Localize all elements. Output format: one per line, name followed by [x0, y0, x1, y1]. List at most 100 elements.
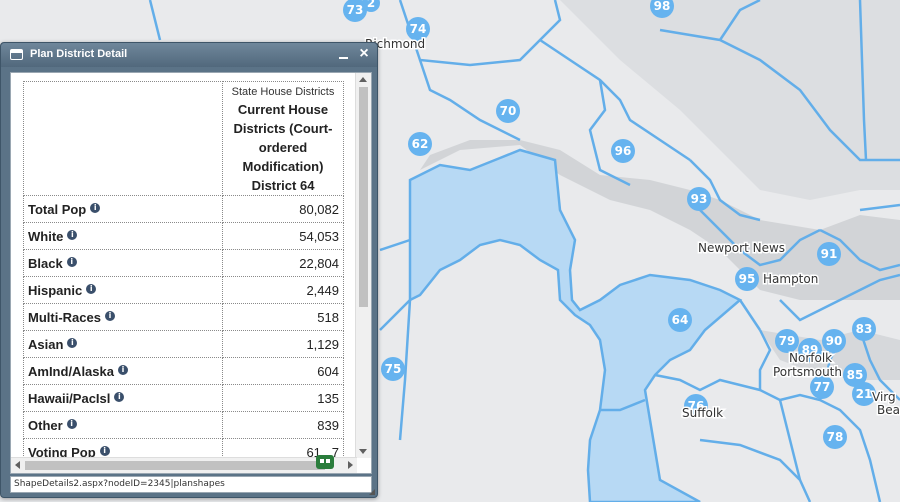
svg-text:75: 75 [385, 362, 402, 376]
row-label: Multi-Races [28, 309, 101, 325]
info-icon[interactable]: i [114, 391, 125, 402]
table-row: Other i 839 [23, 411, 344, 439]
place-richmond: Richmond [365, 37, 425, 51]
table-row: Hispanic i 2,449 [23, 276, 344, 304]
detail-table: State House Districts Current House Dist… [23, 81, 344, 466]
table-row: White i 54,053 [23, 222, 344, 250]
header-subtitle: State House Districts [231, 86, 335, 98]
row-value: 604 [222, 357, 344, 385]
district-badge-75[interactable]: 75 [381, 357, 405, 381]
info-icon[interactable]: i [66, 256, 77, 267]
bay-water [560, 0, 900, 200]
minimize-button[interactable] [338, 50, 349, 60]
row-label: Hawaii/PacIsl [28, 390, 111, 406]
vertical-scrollbar[interactable] [355, 73, 371, 458]
svg-text:64: 64 [672, 313, 689, 327]
vertical-scroll-thumb[interactable] [359, 87, 368, 307]
panel-titlebar[interactable]: Plan District Detail × [1, 43, 377, 67]
svg-text:73: 73 [347, 3, 364, 17]
district-badge-83[interactable]: 83 [852, 317, 876, 341]
place-newport-news: Newport News [698, 241, 785, 255]
info-icon[interactable]: i [90, 202, 101, 213]
district-badge-74[interactable]: 74 [406, 17, 430, 41]
robot-icon[interactable] [316, 455, 334, 469]
district-badge-91[interactable]: 91 [817, 242, 841, 266]
info-icon[interactable]: i [67, 337, 78, 348]
place-bea: Bea [877, 403, 900, 417]
district-badge-76[interactable]: 76 [684, 394, 708, 418]
header-cell: State House Districts Current House Dist… [222, 81, 344, 196]
district-badge-62[interactable]: 62 [408, 132, 432, 156]
table-row: Black i 22,804 [23, 249, 344, 277]
svg-text:2: 2 [367, 0, 375, 10]
svg-text:79: 79 [779, 334, 796, 348]
svg-text:93: 93 [691, 192, 708, 206]
svg-text:91: 91 [821, 247, 838, 261]
district-badge-85[interactable]: 85 [843, 363, 867, 387]
row-value: 22,804 [222, 249, 344, 277]
district-badges: 73 2 74 98 70 62 96 93 91 95 64 75 79 89… [343, 0, 876, 449]
info-icon[interactable]: i [99, 445, 110, 456]
place-norfolk: Norfolk [789, 351, 832, 365]
detail-table-wrap: State House Districts Current House Dist… [23, 81, 344, 466]
row-value: 518 [222, 303, 344, 331]
svg-text:21: 21 [856, 387, 873, 401]
status-url: ShapeDetails2.aspx?nodeID=2345|planshape… [14, 479, 225, 489]
table-row: Total Pop i 80,082 [23, 195, 344, 223]
district-badge-98[interactable]: 98 [650, 0, 674, 18]
info-icon[interactable]: i [117, 364, 128, 375]
svg-text:78: 78 [827, 430, 844, 444]
plan-district-detail-panel[interactable]: Plan District Detail × State House Distr… [0, 42, 378, 498]
svg-text:98: 98 [654, 0, 671, 13]
district-badge-90[interactable]: 90 [822, 329, 846, 353]
info-icon[interactable]: i [67, 229, 78, 240]
panel-content[interactable]: State House Districts Current House Dist… [10, 72, 372, 474]
svg-text:96: 96 [615, 144, 632, 158]
row-label: Other [28, 417, 63, 433]
row-value: 135 [222, 384, 344, 412]
scroll-down-arrow-icon[interactable] [359, 449, 367, 454]
place-portsmouth: Portsmouth [773, 365, 842, 379]
row-value: 839 [222, 411, 344, 439]
scroll-left-arrow-icon[interactable] [15, 461, 20, 469]
table-header-row: State House Districts Current House Dist… [23, 81, 344, 196]
table-row: Hawaii/PacIsl i 135 [23, 384, 344, 412]
district-badge-95[interactable]: 95 [735, 267, 759, 291]
svg-text:89: 89 [802, 343, 819, 357]
district-badge-2[interactable]: 2 [362, 0, 380, 12]
district-badge-70[interactable]: 70 [496, 99, 520, 123]
horizontal-scroll-thumb[interactable] [25, 461, 325, 470]
table-row: AmInd/Alaska i 604 [23, 357, 344, 385]
row-value: 80,082 [222, 195, 344, 223]
info-icon[interactable]: i [104, 310, 115, 321]
district-badge-77[interactable]: 77 [810, 375, 834, 399]
svg-text:90: 90 [826, 334, 843, 348]
district-badge-21[interactable]: 21 [852, 382, 876, 406]
scroll-right-arrow-icon[interactable] [348, 461, 353, 469]
resize-grip-icon[interactable] [369, 489, 375, 495]
district-badge-78[interactable]: 78 [823, 425, 847, 449]
row-value: 2,449 [222, 276, 344, 304]
close-button[interactable]: × [359, 45, 369, 62]
district-badge-93[interactable]: 93 [687, 187, 711, 211]
district-64-shape[interactable] [408, 148, 743, 502]
district-badge-73[interactable]: 73 [343, 0, 367, 22]
window-icon [10, 49, 23, 60]
district-badge-96[interactable]: 96 [611, 139, 635, 163]
row-label: Black [28, 255, 63, 271]
district-boundaries [148, 0, 900, 502]
district-badge-89[interactable]: 89 [798, 338, 822, 362]
horizontal-scrollbar[interactable] [11, 457, 357, 473]
row-label: Voting Pop [28, 444, 96, 460]
scroll-up-arrow-icon[interactable] [359, 77, 367, 82]
row-label: Asian [28, 336, 64, 352]
svg-text:85: 85 [847, 368, 864, 382]
info-icon[interactable]: i [66, 418, 77, 429]
place-virg: Virg [872, 390, 896, 404]
panel-title: Plan District Detail [30, 48, 128, 60]
district-badge-79[interactable]: 79 [775, 329, 799, 353]
district-badge-64[interactable]: 64 [668, 308, 692, 332]
info-icon[interactable]: i [86, 283, 97, 294]
header-title: Current House Districts (Court-ordered M… [233, 102, 333, 193]
svg-text:77: 77 [814, 380, 831, 394]
